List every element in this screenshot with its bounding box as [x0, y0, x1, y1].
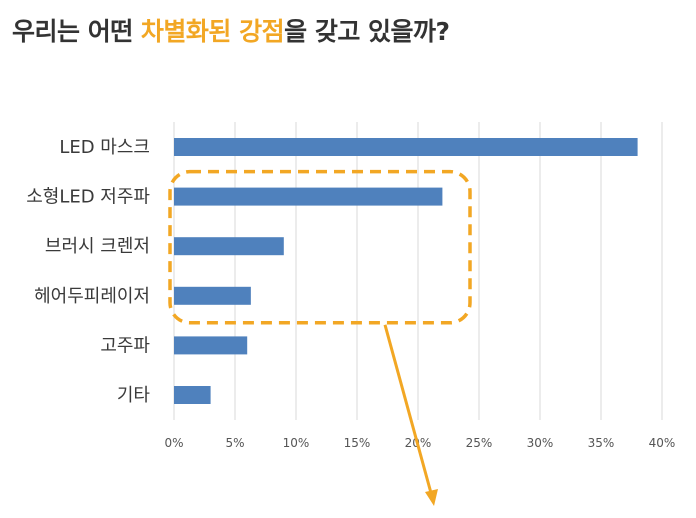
category-label: LED 마스크 [59, 137, 150, 158]
x-tick-labels: 0%5%10%15%20%25%30%35%40% [164, 436, 675, 450]
headline: 우리는 어떤 차별화된 강점을 갖고 있을까? [12, 12, 450, 48]
callout-arrow-head [425, 489, 438, 506]
category-label: 브러시 크렌저 [45, 236, 150, 257]
x-tick-label: 30% [527, 436, 554, 450]
bar [174, 336, 248, 355]
headline-pre: 우리는 어떤 [12, 17, 141, 46]
x-tick-label: 35% [588, 436, 615, 450]
callout-box [168, 169, 472, 325]
x-tick-label: 40% [649, 436, 676, 450]
x-tick-label: 25% [466, 436, 493, 450]
bar [174, 386, 211, 404]
bar [174, 138, 638, 156]
category-label: 소형LED 저주파 [26, 187, 150, 208]
bar-layer [174, 138, 638, 404]
headline-post: 을 갖고 있을까? [284, 17, 450, 46]
x-tick-label: 0% [164, 436, 183, 450]
x-tick-label: 10% [283, 436, 310, 450]
category-label: 고주파 [100, 335, 150, 356]
callout-arrow-shaft [383, 324, 433, 494]
x-tick-label: 5% [225, 436, 244, 450]
x-tick-label: 15% [344, 436, 371, 450]
bar [174, 237, 284, 256]
bar [174, 286, 251, 305]
callout-layer [168, 169, 472, 506]
bar [174, 187, 443, 206]
category-label: 헤어두피레이저 [34, 286, 150, 307]
headline-highlight: 차별화된 강점 [140, 17, 285, 46]
grid-layer [173, 122, 663, 420]
category-label: 기타 [117, 385, 151, 406]
